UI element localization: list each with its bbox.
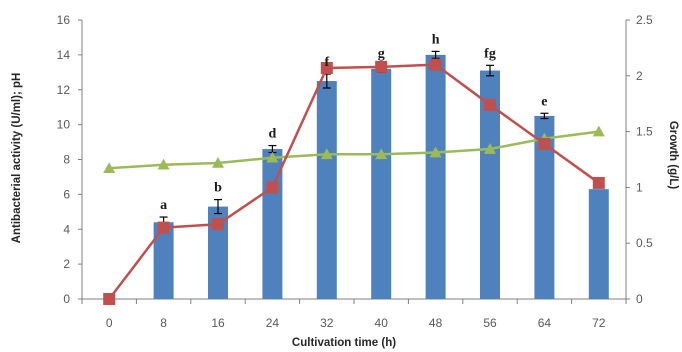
y2-axis-title: Growth (g/L) [667,121,679,190]
significance-letter: fg [484,46,496,61]
bar [480,70,500,299]
bar [425,54,446,299]
y2-tick-label: 2.5 [636,13,653,27]
bar [534,115,555,299]
significance-letter: e [541,94,547,109]
bars-layer [153,50,609,299]
square-marker [266,181,279,194]
x-tick-label: 72 [592,316,606,330]
square-marker [484,98,496,111]
bar [588,189,609,299]
triangle-marker [592,125,605,137]
triangle-marker [320,148,333,160]
x-tick-label: 16 [211,316,225,330]
triangle-marker [266,151,279,163]
x-tick-label: 48 [429,316,443,330]
y-tick-label: 10 [57,118,71,132]
y-axis-title: Antibacterial activity (U/ml); pH [11,73,23,244]
square-marker [592,176,605,189]
x-tick-label: 0 [106,316,113,330]
x-tick-label: 56 [483,316,497,330]
triangle-marker [212,156,224,168]
y2-tick-label: 2 [636,69,643,83]
y-tick-label: 12 [57,83,71,97]
y-tick-label: 2 [63,257,70,271]
y2-tick-label: 1 [636,180,643,194]
y-tick-label: 4 [63,222,70,236]
significance-letter: a [160,198,167,213]
y-tick-label: 8 [63,153,70,167]
square-marker [212,218,224,231]
significance-letter: b [214,181,222,196]
significance-letter: f [324,55,329,70]
growth-series-line [108,63,600,300]
ph-series-line [109,130,599,170]
y2-tick-label: 1.5 [636,125,653,139]
triangle-marker [484,143,496,154]
y-tick-label: 16 [57,13,71,27]
x-axis-title: Cultivation time (h) [292,337,396,349]
y2-tick-label: 0.5 [636,236,653,250]
triangle-marker [157,158,170,170]
triangle-marker [103,162,116,174]
significance-letter: g [378,46,385,61]
square-marker [375,60,388,73]
x-tick-label: 32 [320,316,334,330]
square-marker [538,137,551,150]
significance-letter: d [269,127,277,142]
x-tick-label: 8 [160,316,167,330]
significance-letter: h [432,32,440,47]
triangle-marker [429,146,442,158]
bar [316,81,337,299]
square-marker [103,293,116,305]
square-marker [157,221,170,234]
y-tick-label: 14 [57,48,71,62]
y-tick-label: 6 [63,187,70,201]
bar [153,222,174,299]
bar [371,68,392,299]
y2-tick-label: 0 [636,292,643,306]
y-tick-label: 0 [63,292,70,306]
lines-layer [103,58,605,305]
square-marker [429,58,442,71]
x-tick-label: 64 [538,316,552,330]
square-marker [320,61,333,74]
triangle-marker [375,148,388,160]
x-tick-label: 40 [375,316,389,330]
x-tick-label: 24 [266,316,280,330]
